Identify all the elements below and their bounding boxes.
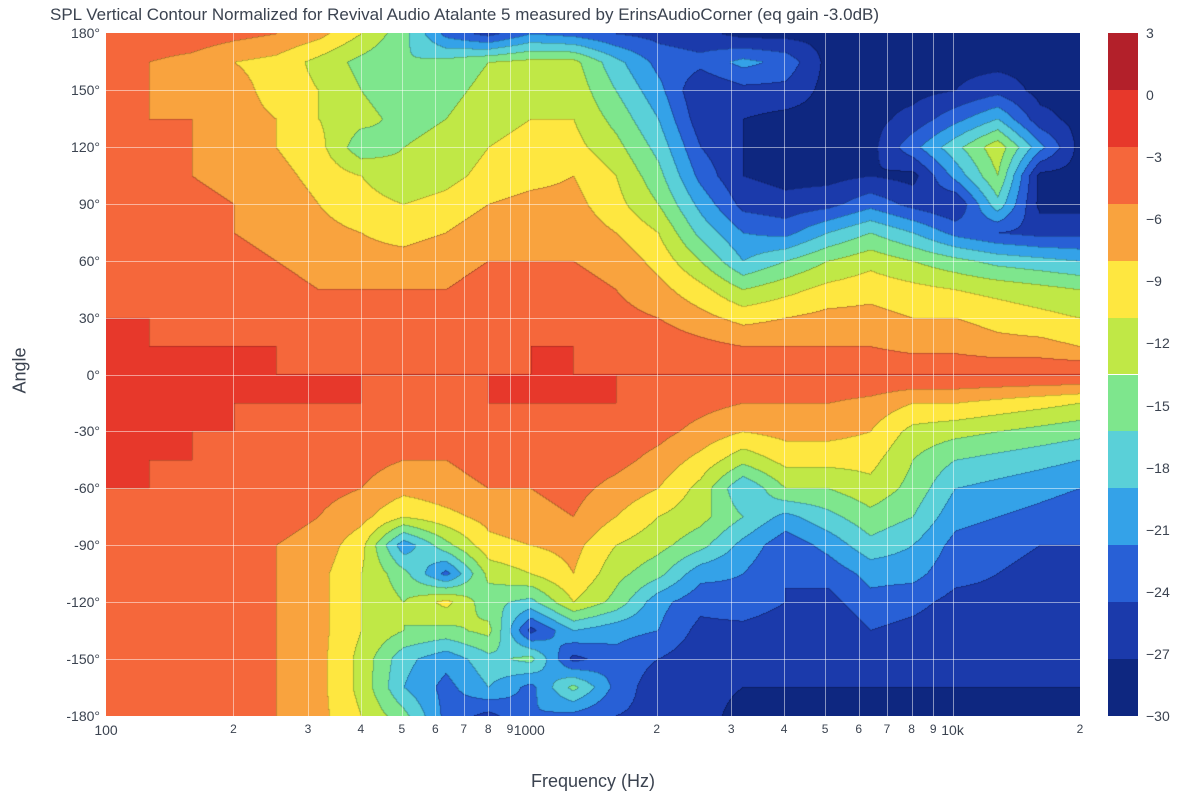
x-tick: 3	[728, 722, 735, 736]
x-tick: 5	[399, 722, 406, 736]
colorbar-swatch	[1108, 602, 1138, 659]
x-tick: 4	[781, 722, 788, 736]
x-tick: 7	[460, 722, 467, 736]
y-tick: 180°	[40, 25, 100, 41]
colorbar-tick: −6	[1146, 211, 1162, 227]
x-tick: 6	[432, 722, 439, 736]
chart-title: SPL Vertical Contour Normalized for Revi…	[50, 5, 1150, 25]
colorbar-tick: −27	[1146, 646, 1170, 662]
x-tick: 8	[485, 722, 492, 736]
colorbar-swatch	[1108, 90, 1138, 147]
x-tick: 9	[507, 722, 514, 736]
colorbar-tick: −24	[1146, 584, 1170, 600]
y-tick: 150°	[40, 82, 100, 98]
y-tick: -60°	[40, 480, 100, 496]
colorbar-tick: −9	[1146, 273, 1162, 289]
x-tick: 2	[1077, 722, 1084, 736]
x-tick: 2	[653, 722, 660, 736]
x-tick: 9	[930, 722, 937, 736]
y-axis-label: Angle	[10, 331, 31, 411]
x-tick: 5	[822, 722, 829, 736]
colorbar	[1108, 33, 1138, 716]
colorbar-tick: 3	[1146, 25, 1154, 41]
colorbar-swatch	[1108, 375, 1138, 432]
x-tick: 8	[908, 722, 915, 736]
contour-heatmap	[106, 33, 1080, 716]
y-tick: -150°	[40, 651, 100, 667]
y-tick: 90°	[40, 196, 100, 212]
x-tick: 2	[230, 722, 237, 736]
x-tick: 7	[884, 722, 891, 736]
colorbar-tick: −18	[1146, 460, 1170, 476]
y-tick: -180°	[40, 708, 100, 724]
colorbar-tick: −21	[1146, 522, 1170, 538]
colorbar-swatch	[1108, 33, 1138, 90]
colorbar-swatch	[1108, 545, 1138, 602]
colorbar-swatch	[1108, 204, 1138, 261]
colorbar-swatch	[1108, 147, 1138, 204]
y-tick: 0°	[40, 367, 100, 383]
colorbar-swatch	[1108, 261, 1138, 318]
colorbar-swatch	[1108, 659, 1138, 716]
colorbar-tick: −15	[1146, 398, 1170, 414]
y-tick: -30°	[40, 423, 100, 439]
colorbar-tick: −30	[1146, 708, 1170, 724]
x-tick: 6	[855, 722, 862, 736]
x-tick: 10k	[941, 722, 964, 738]
colorbar-tick: −12	[1146, 335, 1170, 351]
x-tick: 1000	[514, 722, 545, 738]
y-tick: 60°	[40, 253, 100, 269]
y-tick: -120°	[40, 594, 100, 610]
y-tick: -90°	[40, 537, 100, 553]
x-tick: 4	[358, 722, 365, 736]
colorbar-swatch	[1108, 488, 1138, 545]
y-tick: 120°	[40, 139, 100, 155]
colorbar-swatch	[1108, 431, 1138, 488]
colorbar-tick: 0	[1146, 87, 1154, 103]
y-tick: 30°	[40, 310, 100, 326]
colorbar-tick: −3	[1146, 149, 1162, 165]
x-axis-label: Frequency (Hz)	[106, 771, 1080, 792]
x-tick: 100	[94, 722, 117, 738]
colorbar-swatch	[1108, 318, 1138, 375]
plot-area	[106, 33, 1080, 716]
x-tick: 3	[305, 722, 312, 736]
